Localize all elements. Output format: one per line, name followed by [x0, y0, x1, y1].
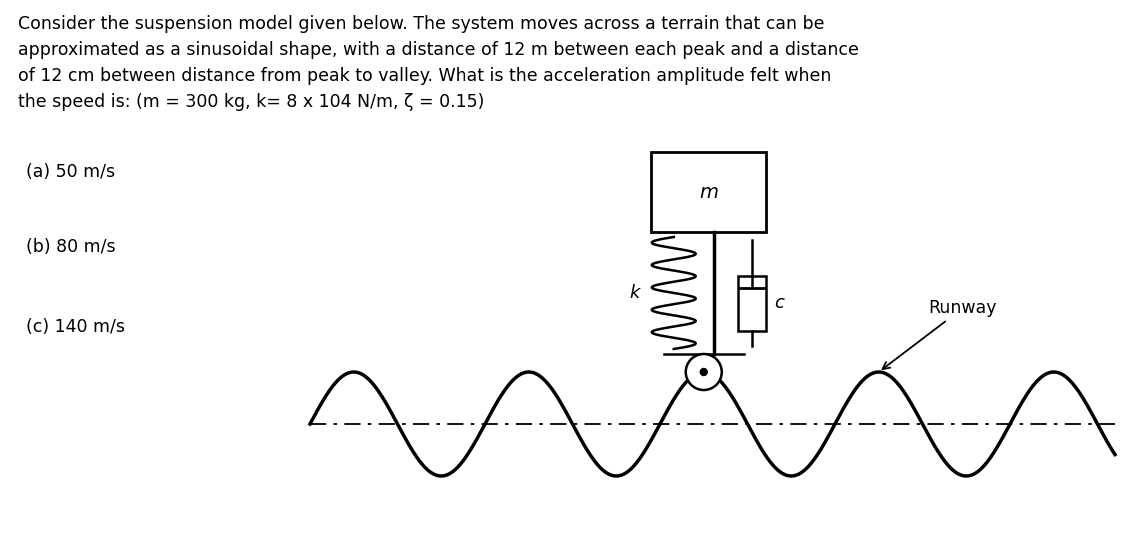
Bar	[651, 152, 766, 232]
Text: the speed is: (m = 300 kg, k= 8 x 104 N/m, ζ = 0.15): the speed is: (m = 300 kg, k= 8 x 104 N/…	[18, 93, 485, 111]
Text: c: c	[774, 294, 783, 313]
Circle shape	[700, 369, 707, 376]
Text: (b) 80 m/s: (b) 80 m/s	[26, 238, 116, 256]
Text: (a) 50 m/s: (a) 50 m/s	[26, 163, 115, 181]
Text: approximated as a sinusoidal shape, with a distance of 12 m between each peak an: approximated as a sinusoidal shape, with…	[18, 41, 859, 59]
Text: k: k	[630, 284, 640, 302]
Bar	[738, 276, 766, 331]
Text: of 12 cm between distance from peak to valley. What is the acceleration amplitud: of 12 cm between distance from peak to v…	[18, 67, 831, 85]
Text: Consider the suspension model given below. The system moves across a terrain tha: Consider the suspension model given belo…	[18, 15, 824, 33]
Text: (c) 140 m/s: (c) 140 m/s	[26, 318, 125, 336]
Circle shape	[686, 354, 722, 390]
Text: m: m	[699, 183, 718, 202]
Text: Runway: Runway	[883, 299, 998, 369]
